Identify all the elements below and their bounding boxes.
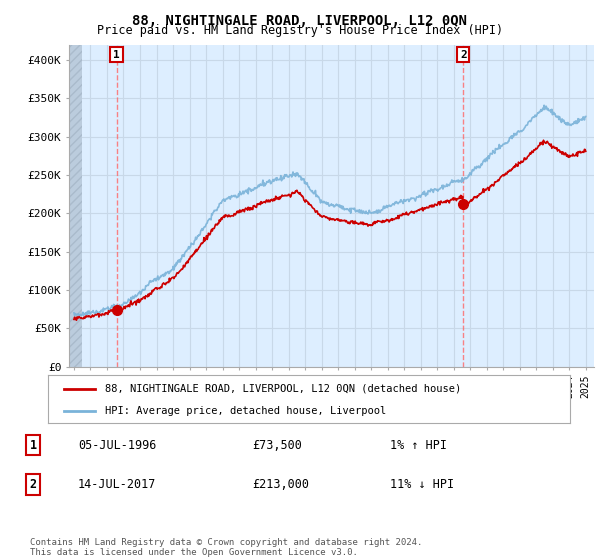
Text: 14-JUL-2017: 14-JUL-2017 [78, 478, 157, 491]
Text: £213,000: £213,000 [252, 478, 309, 491]
Text: 05-JUL-1996: 05-JUL-1996 [78, 438, 157, 451]
Text: HPI: Average price, detached house, Liverpool: HPI: Average price, detached house, Live… [106, 406, 386, 416]
Text: 1% ↑ HPI: 1% ↑ HPI [390, 438, 447, 451]
Text: 2: 2 [460, 50, 467, 59]
Text: 11% ↓ HPI: 11% ↓ HPI [390, 478, 454, 491]
Text: 2: 2 [29, 478, 37, 491]
Text: 1: 1 [29, 438, 37, 451]
Bar [65, 45, 82, 367]
Text: Contains HM Land Registry data © Crown copyright and database right 2024.
This d: Contains HM Land Registry data © Crown c… [30, 538, 422, 557]
Text: 1: 1 [113, 50, 120, 59]
Text: £73,500: £73,500 [252, 438, 302, 451]
Text: 88, NIGHTINGALE ROAD, LIVERPOOL, L12 0QN: 88, NIGHTINGALE ROAD, LIVERPOOL, L12 0QN [133, 14, 467, 28]
Text: 88, NIGHTINGALE ROAD, LIVERPOOL, L12 0QN (detached house): 88, NIGHTINGALE ROAD, LIVERPOOL, L12 0QN… [106, 384, 461, 394]
Text: Price paid vs. HM Land Registry's House Price Index (HPI): Price paid vs. HM Land Registry's House … [97, 24, 503, 37]
